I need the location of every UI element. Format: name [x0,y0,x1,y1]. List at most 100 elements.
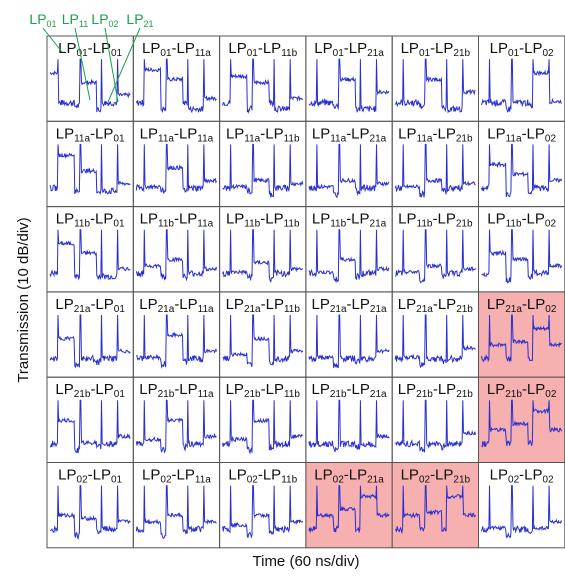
transmission-trace [49,58,131,113]
highlight-background [478,377,565,463]
transmission-trace [49,485,131,541]
transmission-trace [49,143,131,196]
panel-title: LP11b-LP21b [398,211,473,230]
panel-title: LP11a-LP21a [312,125,387,144]
panel: LP11a-LP21a [305,120,393,208]
highlight-background [392,462,479,548]
panel: LP21a-LP11b [219,291,307,378]
transmission-trace [481,314,562,363]
y-axis-label: Transmission (10 dB/div) [15,217,32,382]
panel: LP02-LP01 [46,462,134,549]
transmission-trace [481,399,563,448]
transmission-trace [49,399,131,454]
panel: LP21b-LP11b [219,376,307,464]
transmission-trace [308,229,390,284]
panel-title: LP21b-LP01 [55,381,125,400]
panel-title: LP21a-LP21b [398,296,474,315]
mode-arrow [107,27,141,103]
panel-title: LP01-LP21a [314,40,384,59]
transmission-trace [395,485,476,535]
transmission-trace [222,314,304,367]
transmission-trace [222,229,303,283]
panel: LP01-LP11a [132,35,221,122]
panel: LP11b-LP01 [46,206,134,293]
panel: LP21a-LP21a [305,291,393,378]
panel: LP11b-LP11b [219,206,307,293]
transmission-trace [308,485,390,533]
mode-label: LP11 [62,11,88,29]
panel-title: LP01-LP11b [228,40,297,59]
mode-arrow [104,27,119,103]
transmission-trace [222,143,304,198]
panel-title: LP11a-LP02 [487,125,556,144]
panel: LP21b-LP21a [305,376,393,464]
transmission-trace [394,399,476,453]
panel-title: LP21b-LP11b [226,381,301,400]
panel-title: LP21a-LP02 [487,296,557,315]
panel: LP21b-LP01 [46,376,134,464]
mode-label: LP01 [29,11,56,29]
panel-title: LP11b-LP02 [487,211,556,230]
transmission-trace [49,229,131,281]
panel-title: LP02-LP21b [401,467,471,486]
panel-title: LP21a-LP11b [226,296,301,315]
panel: LP11b-LP11a [132,206,221,293]
panel-title: LP21a-LP01 [55,296,125,315]
panel-title: LP21a-LP21a [312,296,388,315]
panel-grid: LP01-LP01 LP01-LP11a LP01-LP11b LP01-LP21a L… [46,35,565,549]
transmission-trace [481,229,563,284]
panel-title: LP01-LP02 [490,40,554,59]
panel-title: LP02-LP11a [142,467,211,486]
transmission-trace [481,485,563,539]
panel: LP21a-LP11a [132,291,221,378]
panel-title: LP02-LP01 [58,467,122,486]
panel: LP11a-LP11a [132,120,221,208]
panel: LP11a-LP21b [391,120,480,208]
panel-title: LP11b-LP11b [226,211,300,230]
panel: LP21a-LP02 [478,291,565,378]
transmission-trace [395,229,476,284]
panel-title: LP02-LP11b [228,467,297,486]
panel-title: LP11b-LP01 [56,211,125,230]
panel: LP01-LP21b [391,35,480,122]
transmission-trace [135,58,217,114]
panel: LP02-LP21b [391,462,480,549]
transmission-trace [222,399,304,455]
panel-title: LP11a-LP21b [398,125,473,144]
mode-label: LP02 [91,11,118,29]
panel-title: LP02-LP02 [490,467,554,486]
panel-title: LP11b-LP11a [140,211,214,230]
panel: LP01-LP02 [478,35,565,122]
mode-arrow [74,27,91,101]
panel: LP11a-LP11b [219,120,307,208]
panel-title: LP21b-LP02 [487,381,557,400]
panel-title: LP21a-LP11a [139,296,214,315]
panel: LP11b-LP21b [391,206,480,293]
highlight-background [478,291,565,378]
transmission-trace [308,143,390,199]
panel-title: LP21b-LP21b [398,381,474,400]
transmission-trace [222,485,304,539]
panel-title: LP11b-LP21a [312,211,387,230]
transmission-trace [135,485,217,539]
panel-title: LP01-LP11a [142,40,211,59]
transmission-trace [308,314,390,369]
transmission-trace [135,399,217,454]
panel: LP11a-LP01 [46,120,134,208]
panel-title: LP11a-LP11a [140,125,214,144]
transmission-trace [135,314,218,370]
transmission-trace [394,58,476,114]
panel-title: LP21b-LP11a [139,381,214,400]
mode-arrow [42,27,63,53]
panel-title: LP11a-LP11b [226,125,300,144]
panel-title: LP11a-LP01 [56,125,125,144]
highlight-background [305,462,393,548]
panel: LP01-LP11b [219,35,307,122]
panel-title: LP21b-LP21a [312,381,388,400]
panel-title: LP02-LP21a [314,467,384,486]
panel: LP02-LP21a [305,462,393,549]
transmission-trace [308,58,390,114]
transmission-trace [308,399,390,453]
transmission-trace [481,58,562,113]
